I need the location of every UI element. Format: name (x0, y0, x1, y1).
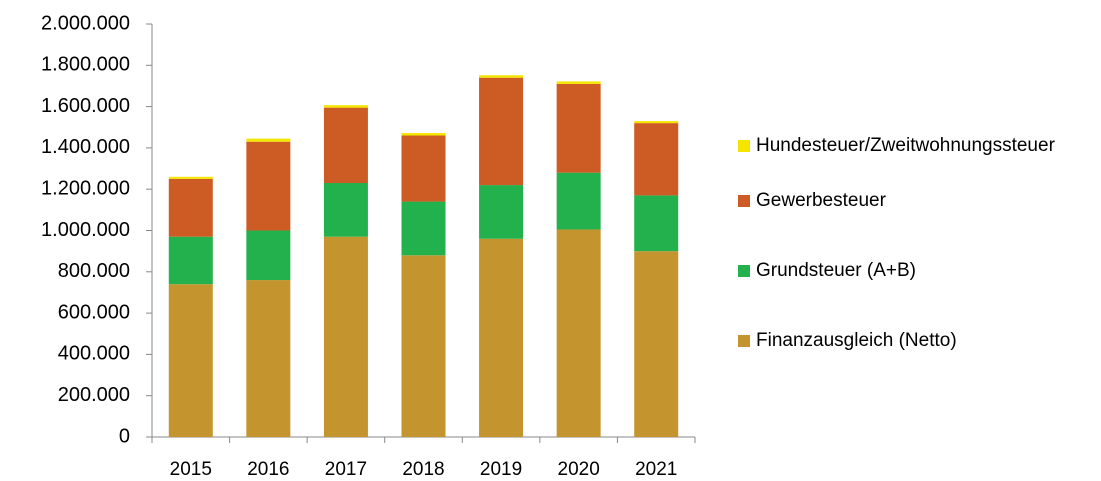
legend-label: Finanzausgleich (Netto) (756, 330, 957, 351)
y-tick-label: 800.000 (58, 260, 130, 282)
bar-segment (246, 230, 291, 281)
x-tick-label: 2018 (402, 459, 444, 480)
bar-segment (168, 236, 213, 285)
y-tick-label: 1.400.000 (41, 136, 130, 158)
bar-segment (634, 123, 679, 196)
legend-swatch (738, 335, 750, 347)
bar-segment (634, 251, 679, 437)
bar-segment (168, 284, 213, 437)
legend-item: Gewerbesteuer (738, 188, 1101, 214)
y-tick-label: 1.000.000 (41, 219, 130, 241)
y-tick-label: 2.000.000 (41, 12, 130, 34)
legend-label: Hundesteuer/Zweitwohnungssteuer (756, 135, 1055, 156)
x-tick-label: 2017 (325, 459, 367, 480)
legend-swatch (738, 140, 750, 152)
bar-segment (634, 195, 679, 252)
bar-segment (556, 83, 601, 173)
bar-segment (401, 201, 446, 256)
legend-label: Gewerbesteuer (756, 190, 886, 211)
bar-segment (556, 229, 601, 437)
x-tick-label: 2015 (170, 459, 212, 480)
bar-segment (479, 77, 524, 186)
y-tick-label: 1.800.000 (41, 54, 130, 76)
legend-item: Hundesteuer/Zweitwohnungssteuer (738, 133, 1101, 159)
bar-segment (401, 135, 446, 202)
x-tick-label: 2021 (635, 459, 677, 480)
y-tick-label: 400.000 (58, 343, 130, 365)
legend-swatch (738, 195, 750, 207)
bar-segment (323, 236, 368, 437)
bar-segment (479, 75, 524, 78)
bar-segment (323, 105, 368, 108)
bar-segment (168, 176, 213, 179)
y-tick-label: 1.600.000 (41, 95, 130, 117)
y-tick-label: 600.000 (58, 301, 130, 323)
y-tick-label: 200.000 (58, 384, 130, 406)
legend-label: Grundsteuer (A+B) (756, 260, 916, 281)
legend-swatch (738, 265, 750, 277)
bar-segment (479, 185, 524, 239)
bar-segment (401, 255, 446, 437)
y-tick-label: 1.200.000 (41, 177, 130, 199)
bar-segment (556, 81, 601, 84)
bar-segment (246, 141, 291, 231)
bar-segment (634, 121, 679, 124)
bar-segment (168, 178, 213, 237)
bar-segment (323, 107, 368, 184)
bar-segment (323, 183, 368, 237)
bar-segment (246, 280, 291, 437)
legend-item: Finanzausgleich (Netto) (738, 328, 1101, 354)
bar-segment (246, 138, 291, 142)
y-tick-label: 0 (119, 425, 130, 447)
x-tick-label: 2020 (558, 459, 600, 480)
legend-item: Grundsteuer (A+B) (738, 258, 1101, 284)
x-tick-label: 2019 (480, 459, 522, 480)
bar-segment (479, 238, 524, 437)
x-tick-label: 2016 (247, 459, 289, 480)
bar-segment (401, 133, 446, 136)
bar-segment (556, 172, 601, 230)
